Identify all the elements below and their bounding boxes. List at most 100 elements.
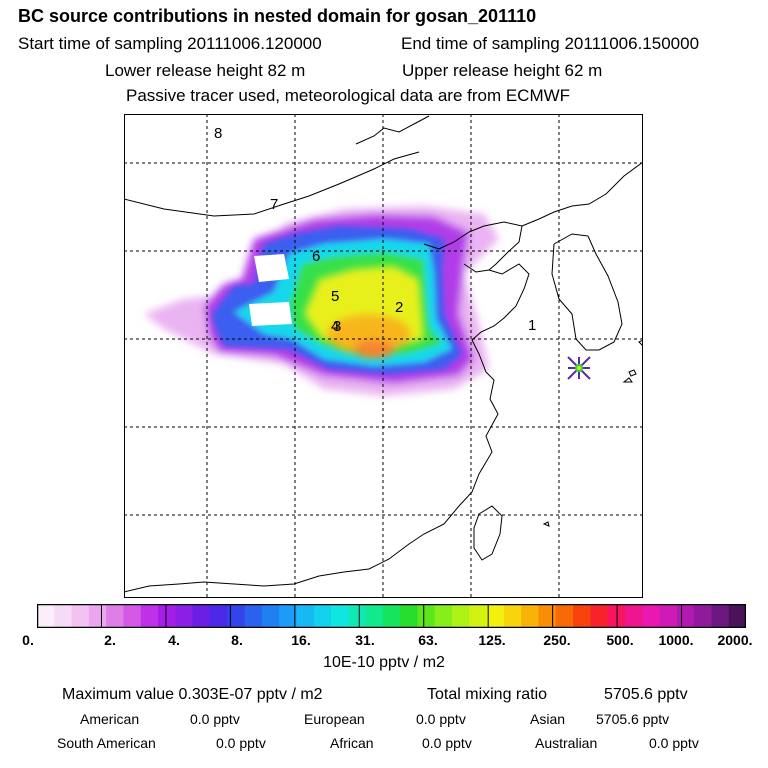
korea-coastline-path bbox=[521, 161, 643, 227]
colorbar-swatch bbox=[400, 604, 419, 628]
location-label: 2 bbox=[395, 299, 403, 316]
colorbar-swatch bbox=[452, 604, 470, 628]
colorbar-swatch bbox=[261, 604, 280, 628]
coastlines bbox=[124, 115, 643, 593]
location-labels: 8 7 6 5 2 4 3 1 bbox=[214, 125, 536, 335]
colorbar-swatch bbox=[158, 604, 176, 628]
african-value: 0.0 pptv bbox=[422, 735, 472, 751]
colorbar-swatch bbox=[209, 604, 228, 628]
colorbar-tick: 1000. bbox=[658, 632, 694, 648]
start-time-label: Start time of sampling 20111006.120000 bbox=[18, 34, 322, 53]
tracer-note: Passive tracer used, meteorological data… bbox=[126, 86, 571, 105]
colorbar-tick: 250. bbox=[543, 632, 571, 648]
colorbar-tick: 2000. bbox=[717, 632, 753, 648]
colorbar-swatch bbox=[192, 604, 211, 628]
colorbar-tick: 4. bbox=[168, 632, 180, 648]
south-american-label: South American bbox=[57, 735, 156, 751]
map-frame bbox=[124, 114, 643, 598]
star-marker-icon bbox=[567, 356, 591, 380]
colorbar-swatch bbox=[417, 604, 436, 628]
location-label: 4 bbox=[331, 318, 339, 335]
colorbar-tick: 63. bbox=[418, 632, 438, 648]
border-path bbox=[553, 233, 589, 245]
upper-release-height-label: Upper release height 62 m bbox=[402, 61, 603, 80]
colorbar-tick: 31. bbox=[355, 632, 375, 648]
colorbar-unit-label: 10E-10 pptv / m2 bbox=[323, 654, 445, 671]
plume-gap bbox=[254, 254, 289, 282]
colorbar-swatch bbox=[313, 604, 332, 628]
colorbar-swatch bbox=[642, 604, 661, 628]
coastline-path bbox=[355, 115, 430, 145]
island-path bbox=[628, 369, 637, 377]
colorbar-swatch bbox=[469, 604, 488, 628]
contribution-plume bbox=[144, 206, 506, 396]
maximum-value-label: Maximum value 0.303E-07 pptv / m2 bbox=[62, 686, 323, 703]
colorbar-swatch bbox=[140, 604, 159, 628]
colorbar-swatch bbox=[503, 604, 522, 628]
colorbar-swatch bbox=[54, 604, 73, 628]
colorbar-swatch bbox=[88, 604, 107, 628]
colorbar-tick: 16. bbox=[291, 632, 311, 648]
coastline-path bbox=[124, 221, 530, 593]
location-label: 3 bbox=[333, 318, 341, 335]
colorbar-swatch bbox=[365, 604, 384, 628]
location-label: 6 bbox=[312, 248, 320, 265]
total-mixing-ratio-value: 5705.6 pptv bbox=[604, 686, 688, 703]
colorbar-swatch bbox=[227, 604, 246, 628]
colorbar-tick: 125. bbox=[478, 632, 506, 648]
colorbar-swatch bbox=[348, 604, 367, 628]
location-label: 8 bbox=[214, 125, 222, 142]
colorbar-swatch bbox=[296, 604, 315, 628]
colorbar-swatch bbox=[659, 604, 678, 628]
colorbar-swatch bbox=[382, 604, 401, 628]
colorbar-swatch bbox=[37, 604, 55, 628]
colorbar-swatch bbox=[728, 604, 747, 628]
colorbar-tick: 500. bbox=[606, 632, 634, 648]
colorbar-swatch bbox=[434, 604, 453, 628]
location-label: 5 bbox=[331, 288, 339, 305]
colorbar-frame bbox=[36, 603, 747, 629]
location-label: 1 bbox=[528, 317, 536, 334]
colorbar-swatch bbox=[123, 604, 142, 628]
colorbar-swatch bbox=[71, 604, 90, 628]
lower-release-height-label: Lower release height 82 m bbox=[105, 61, 306, 80]
total-mixing-ratio-label: Total mixing ratio bbox=[427, 686, 548, 703]
colorbar-swatch bbox=[279, 604, 297, 628]
colorbar-swatch bbox=[573, 604, 591, 628]
island-path bbox=[542, 521, 550, 527]
colorbar-swatch bbox=[694, 604, 713, 628]
colorbar bbox=[36, 603, 747, 629]
island-path bbox=[638, 339, 643, 347]
coastline-path bbox=[463, 263, 490, 273]
coastline-path bbox=[423, 231, 470, 250]
colorbar-swatch bbox=[590, 604, 609, 628]
american-value: 0.0 pptv bbox=[190, 711, 240, 727]
australian-label: Australian bbox=[535, 735, 598, 751]
asian-label: Asian bbox=[530, 711, 566, 727]
asian-value: 5705.6 pptv bbox=[596, 711, 670, 727]
colorbar-swatch bbox=[175, 604, 194, 628]
colorbar-tick: 2. bbox=[104, 632, 116, 648]
colorbar-swatch bbox=[538, 604, 557, 628]
korea-coastline-path bbox=[551, 235, 623, 351]
south-american-value: 0.0 pptv bbox=[216, 735, 266, 751]
african-label: African bbox=[330, 735, 374, 751]
page-title: BC source contributions in nested domain… bbox=[18, 6, 537, 26]
colorbar-tick: 8. bbox=[231, 632, 243, 648]
source-contribution-map: 8 7 6 5 2 4 3 1 bbox=[124, 114, 643, 598]
lat-lon-grid bbox=[124, 114, 643, 598]
colorbar-swatch bbox=[521, 604, 540, 628]
colorbar-swatch bbox=[486, 604, 505, 628]
plume-gap bbox=[249, 302, 292, 326]
european-value: 0.0 pptv bbox=[416, 711, 466, 727]
colorbar-swatch bbox=[244, 604, 263, 628]
colorbar-tick: 0. bbox=[22, 632, 34, 648]
australian-value: 0.0 pptv bbox=[649, 735, 699, 751]
american-label: American bbox=[80, 711, 140, 727]
colorbar-swatch bbox=[106, 604, 125, 628]
end-time-label: End time of sampling 20111006.150000 bbox=[401, 34, 700, 53]
colorbar-swatch bbox=[555, 604, 574, 628]
european-label: European bbox=[304, 711, 365, 727]
island-path bbox=[622, 377, 633, 383]
coastline-path bbox=[124, 151, 420, 217]
